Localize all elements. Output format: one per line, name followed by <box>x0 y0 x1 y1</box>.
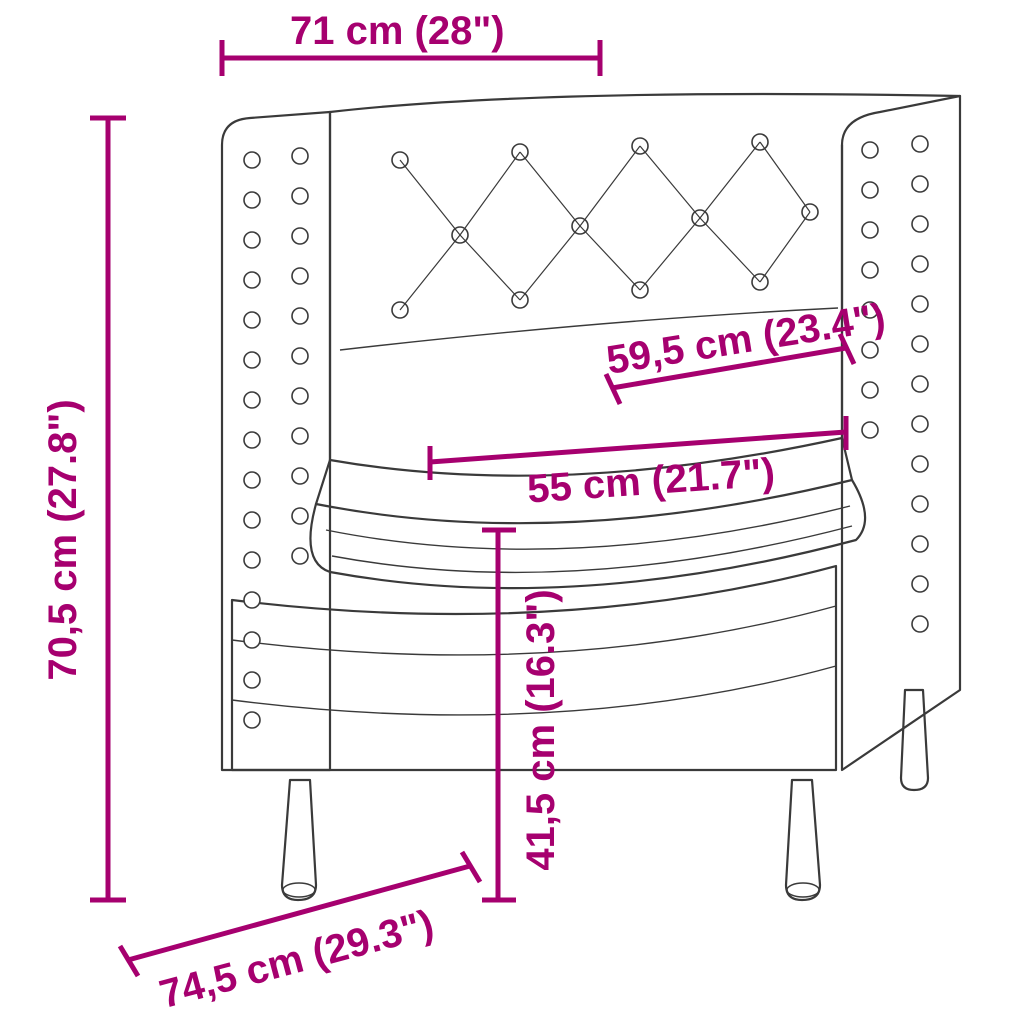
dim-seat-depth-label: 59,5 cm (23.4") <box>604 295 889 382</box>
dim-seat-width-label: 55 cm (21.7") <box>526 450 776 511</box>
nailhead-studs-right <box>862 136 928 632</box>
dim-overall-depth: 74,5 cm (29.3") <box>120 852 480 1017</box>
tufting <box>392 134 818 318</box>
dim-overall-height-label: 70,5 cm (27.8") <box>41 399 85 680</box>
nailhead-studs-left <box>244 148 308 728</box>
dimension-annotations: 71 cm (28") 70,5 cm (27.8") 74,5 cm (29.… <box>41 9 888 1017</box>
dim-overall-height: 70,5 cm (27.8") <box>41 118 126 900</box>
dim-seat-height-label: 41,5 cm (16.3") <box>519 589 563 870</box>
dim-overall-width-label: 71 cm (28") <box>290 9 505 53</box>
dim-overall-width: 71 cm (28") <box>222 9 600 76</box>
dim-seat-depth: 59,5 cm (23.4") <box>604 295 889 404</box>
dim-seat-width: 55 cm (21.7") <box>430 416 846 512</box>
armchair-dimension-diagram: 71 cm (28") 70,5 cm (27.8") 74,5 cm (29.… <box>0 0 1024 1024</box>
dim-overall-depth-label: 74,5 cm (29.3") <box>155 902 438 1017</box>
